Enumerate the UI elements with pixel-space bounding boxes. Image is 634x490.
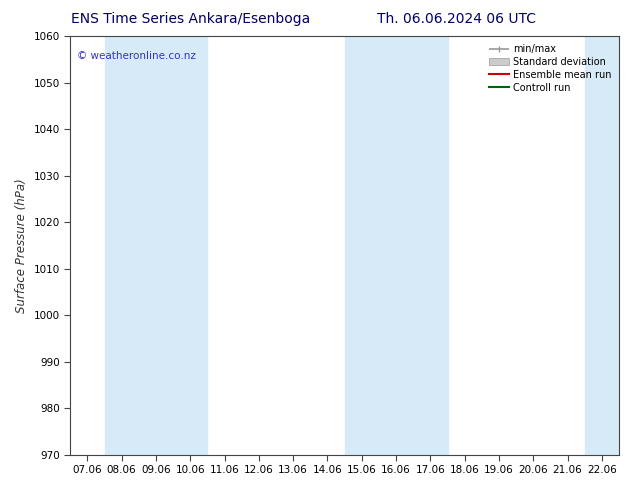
Text: © weatheronline.co.nz: © weatheronline.co.nz — [77, 51, 196, 61]
Bar — [105, 36, 207, 455]
Y-axis label: Surface Pressure (hPa): Surface Pressure (hPa) — [15, 178, 28, 313]
Text: ENS Time Series Ankara/Esenboga: ENS Time Series Ankara/Esenboga — [70, 12, 310, 26]
Legend: min/max, Standard deviation, Ensemble mean run, Controll run: min/max, Standard deviation, Ensemble me… — [486, 41, 614, 96]
Text: Th. 06.06.2024 06 UTC: Th. 06.06.2024 06 UTC — [377, 12, 536, 26]
Bar — [345, 36, 448, 455]
Bar — [585, 36, 634, 455]
